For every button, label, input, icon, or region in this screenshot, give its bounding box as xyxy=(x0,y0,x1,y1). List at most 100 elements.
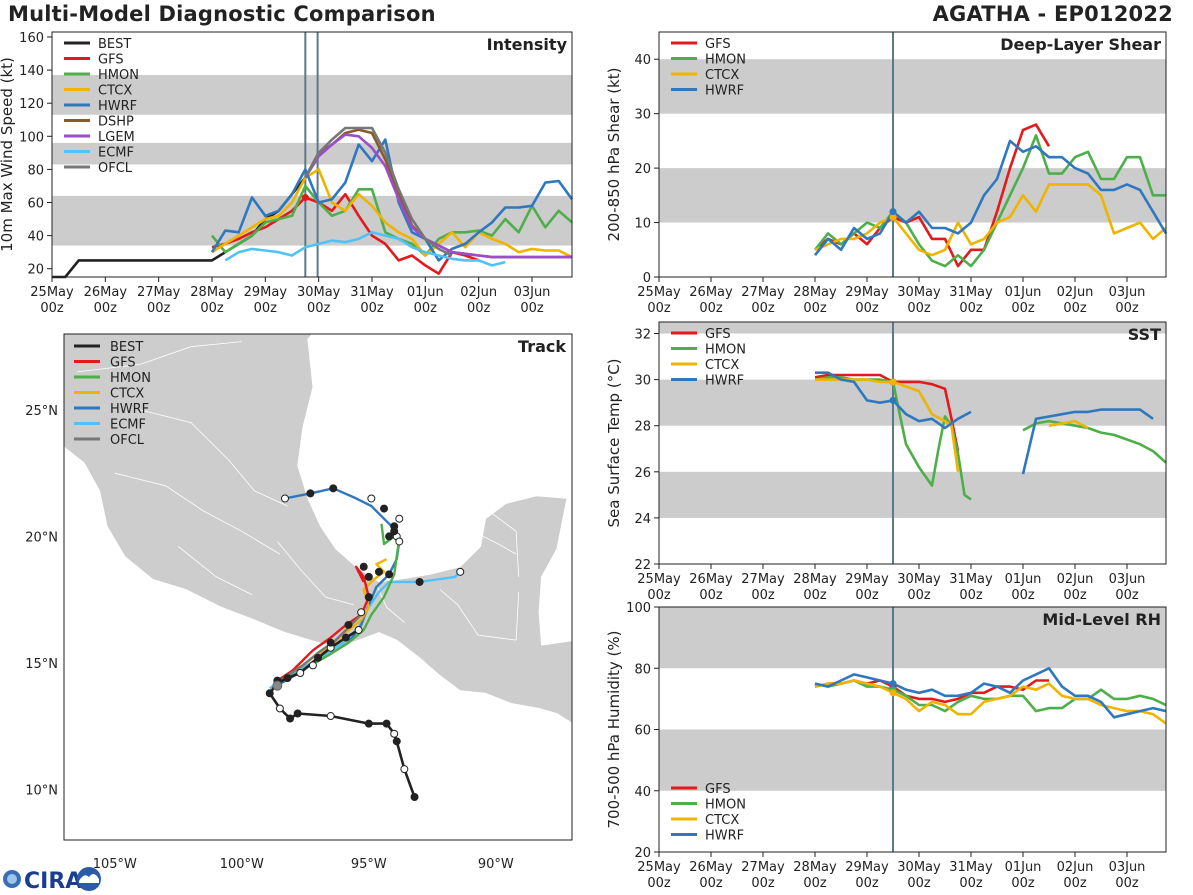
y-tick-label: 26 xyxy=(634,466,651,481)
map-border xyxy=(277,541,354,606)
legend-item-hwrf: HWRF xyxy=(705,829,744,844)
rh-panel: 2040608010025May00z26May00z27May00z28May… xyxy=(605,601,1167,891)
y-axis-label: Sea Surface Temp (°C) xyxy=(605,358,623,527)
legend-item-hmon: HMON xyxy=(705,53,746,68)
x-tick-label: 01Jun xyxy=(1005,285,1042,300)
plot-area xyxy=(659,322,1166,564)
legend-item-hmon: HMON xyxy=(705,798,746,813)
series-point-ctcx xyxy=(889,213,897,221)
y-tick-label: 80 xyxy=(634,662,651,677)
track-point-best xyxy=(382,719,391,728)
legend-item-hwrf: HWRF xyxy=(110,402,149,417)
track-point-best xyxy=(392,737,401,746)
track-point-forecast xyxy=(280,494,289,503)
panel-title: Intensity xyxy=(487,35,568,54)
legend-item-hwrf: HWRF xyxy=(705,374,744,389)
series-point-hwrf xyxy=(889,396,897,404)
x-tick-label: 00z xyxy=(959,301,983,316)
x-tick-label: 03Jun xyxy=(1109,285,1146,300)
x-tick-label: 25May xyxy=(637,285,681,300)
threshold-band xyxy=(659,471,1166,518)
series-line-hmon xyxy=(210,184,573,257)
y-tick-label: 20 xyxy=(27,263,44,278)
track-point-forecast xyxy=(329,484,338,493)
x-tick-label: 31May xyxy=(949,572,993,587)
y-tick-label: 100 xyxy=(19,130,44,145)
y-tick-label: 30 xyxy=(634,108,651,123)
x-tick-label: 02Jun xyxy=(1057,285,1094,300)
series-line-hmon xyxy=(814,679,1167,713)
y-tick-label: 140 xyxy=(19,64,44,79)
series-point-gfs xyxy=(301,194,309,202)
x-tick-label: 00z xyxy=(40,301,64,316)
x-tick-label: 27May xyxy=(741,572,785,587)
x-tick-label: 25May xyxy=(637,572,681,587)
track-point-forecast xyxy=(306,489,315,498)
x-tick-label: 30May xyxy=(897,860,941,875)
track-point-forecast xyxy=(415,577,424,586)
x-tick-label: 00z xyxy=(699,588,723,603)
series-line-hmon xyxy=(1022,419,1167,464)
series-point-hwrf xyxy=(889,208,897,216)
threshold-band xyxy=(52,195,572,246)
threshold-band xyxy=(659,59,1166,114)
x-tick-label: 30May xyxy=(297,285,341,300)
legend-item-hwrf: HWRF xyxy=(98,99,137,114)
track-point-best xyxy=(390,729,399,738)
map-border xyxy=(439,589,520,641)
x-tick-label: 105°W xyxy=(93,857,137,872)
track-point-forecast xyxy=(456,567,465,576)
x-tick-label: 29May xyxy=(845,860,889,875)
track-point-best xyxy=(364,719,373,728)
track-point-best xyxy=(354,626,363,635)
logo-globe-inner xyxy=(7,874,17,884)
x-tick-label: 26May xyxy=(689,860,733,875)
track-panel: 10°N 15°N 20°N 25°N 105°W 100°W 95°W 90°W Track B… xyxy=(25,333,573,872)
track-point-best xyxy=(400,765,409,774)
track-point-initial xyxy=(272,680,283,691)
threshold-band xyxy=(52,75,572,115)
x-tick-label: 00z xyxy=(200,301,224,316)
x-tick-label: 27May xyxy=(741,285,785,300)
x-tick-label: 02Jun xyxy=(1057,572,1094,587)
map-border xyxy=(485,508,520,577)
series-line-lgem xyxy=(304,133,572,259)
y-axis-label: 10m Max Wind Speed (kt) xyxy=(0,57,16,252)
map-land xyxy=(64,334,572,724)
x-tick-label: 00z xyxy=(907,301,931,316)
map-border xyxy=(178,546,253,595)
legend-item-gfs: GFS xyxy=(705,327,731,342)
y-tick-label: 24 xyxy=(634,512,651,527)
y-tick-label: 30 xyxy=(634,374,651,389)
map-border xyxy=(114,472,281,555)
track-point-forecast xyxy=(364,593,373,602)
y-tick-label: 28 xyxy=(634,420,651,435)
y-tick-label: 20 xyxy=(634,846,651,861)
threshold-band xyxy=(659,168,1166,223)
plot-frame xyxy=(658,321,1167,565)
x-tick-label: 29May xyxy=(845,572,889,587)
panel-title: Mid-Level RH xyxy=(1042,610,1161,629)
legend-item-ctcx: CTCX xyxy=(98,84,132,99)
logo-text: CIRA xyxy=(24,869,82,894)
track-point-forecast xyxy=(385,570,394,579)
x-tick-label: 28May xyxy=(190,285,234,300)
panel-title: SST xyxy=(1128,325,1161,344)
series-line-hwrf xyxy=(813,139,1168,257)
intensity-panel: 2040608010012014016025May00z26May00z27Ma… xyxy=(0,31,574,316)
x-tick-label: 00z xyxy=(959,588,983,603)
x-tick-label: 02Jun xyxy=(1057,860,1094,875)
track-point-best xyxy=(326,712,335,721)
x-tick-label: 00z xyxy=(647,876,671,891)
x-tick-label: 00z xyxy=(467,301,491,316)
legend-item-ecmf: ECMF xyxy=(98,146,134,161)
x-tick-label: 00z xyxy=(647,588,671,603)
y-tick-label: 20 xyxy=(634,162,651,177)
track-point-forecast xyxy=(374,567,383,576)
threshold-band xyxy=(659,729,1166,791)
legend-item-dshp: DSHP xyxy=(98,115,134,130)
map-border xyxy=(76,341,242,373)
x-tick-label: 28May xyxy=(793,572,837,587)
y-tick-label: 20°N xyxy=(25,530,58,545)
